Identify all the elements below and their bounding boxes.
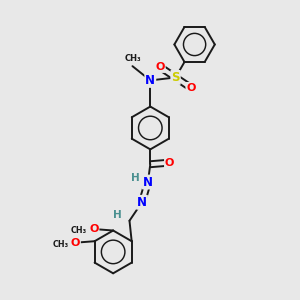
Text: N: N [137, 196, 147, 209]
Text: O: O [155, 62, 165, 72]
Text: O: O [186, 83, 196, 93]
Text: CH₃: CH₃ [71, 226, 87, 235]
Text: O: O [165, 158, 174, 168]
Text: N: N [143, 176, 153, 189]
Text: S: S [171, 71, 180, 84]
Text: CH₃: CH₃ [52, 240, 68, 249]
Text: O: O [70, 238, 80, 248]
Text: H: H [112, 210, 122, 220]
Text: H: H [131, 172, 140, 183]
Text: CH₃: CH₃ [124, 54, 141, 63]
Text: O: O [89, 224, 98, 234]
Text: N: N [145, 74, 155, 87]
